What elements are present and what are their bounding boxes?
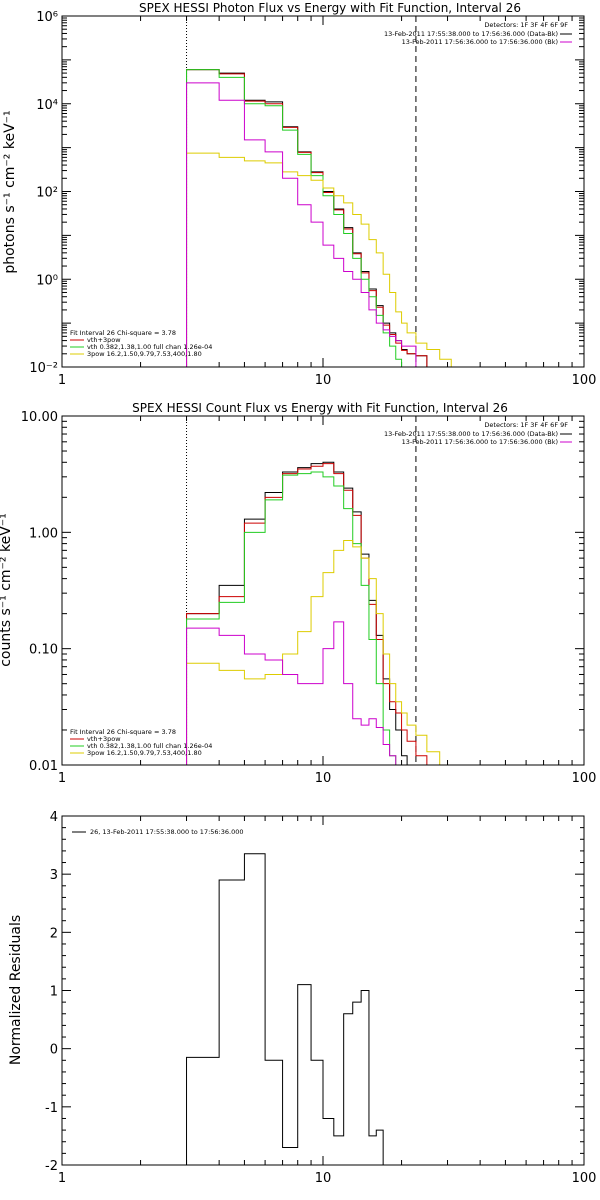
- count-flux-panel: SPEX HESSI Count Flux vs Energy with Fit…: [0, 401, 596, 786]
- photon-flux-panel: SPEX HESSI Photon Flux vs Energy with Fi…: [2, 1, 596, 388]
- legend: Fit Interval 26 Chi-square = 3.78 vth+3p…: [70, 728, 212, 757]
- plot-area: 1 10 100 0.01 0.10 1.00 10.00: [21, 410, 597, 786]
- series-data: [186, 461, 481, 765]
- legend-vth: vth 0.382,1.38,1.00 full chan 1.26e-04: [87, 343, 212, 351]
- header-interval-data: 13-Feb-2011 17:55:38.000 to 17:56:36.000…: [384, 430, 558, 438]
- y-tick-label: 1: [50, 985, 58, 1000]
- header-interval-data: 13-Feb-2011 17:55:38.000 to 17:56:36.000…: [384, 30, 558, 38]
- x-tick-label: 10: [315, 373, 332, 388]
- y-axis-label: photons s⁻¹ cm⁻² keV⁻¹: [2, 110, 18, 273]
- y-tick-label: 0.01: [29, 759, 58, 774]
- legend-vth3pow: vth+3pow: [87, 336, 121, 344]
- y-tick-label: 4: [50, 810, 58, 825]
- axis-frame: [61, 15, 585, 368]
- series-3pow: [186, 152, 481, 367]
- legend-interval: 26, 13-Feb-2011 17:55:38.000 to 17:56:36…: [90, 828, 243, 836]
- y-tick-label: 10⁴: [36, 98, 58, 113]
- x-tick-label: 1: [58, 373, 66, 388]
- legend-3pow: 3pow 16.2,1.50,9.79,7.53,400,1.80: [87, 749, 202, 757]
- legend-fit-info: Fit Interval 26 Chi-square = 3.78: [70, 329, 176, 337]
- header-block: Detectors: 1F 3F 4F 6F 9F 13-Feb-2011 17…: [384, 21, 572, 46]
- legend: 26, 13-Feb-2011 17:55:38.000 to 17:56:36…: [72, 828, 243, 836]
- y-tick-label: -2: [45, 1159, 58, 1174]
- series-vth: [186, 471, 481, 765]
- y-tick-label: 0.10: [29, 643, 58, 658]
- x-tick-label: 10: [315, 1171, 332, 1186]
- x-tick-label: 100: [572, 373, 597, 388]
- y-tick-label: 1.00: [29, 526, 58, 541]
- x-tick-label: 1: [58, 771, 66, 786]
- series-bk: [186, 82, 417, 367]
- x-tick-label: 100: [572, 1171, 597, 1186]
- axis-frame: [61, 815, 585, 1166]
- header-interval-bk: 13-Feb-2011 17:56:36.000 to 17:56:36.000…: [402, 38, 558, 46]
- y-tick-label: 10⁰: [36, 273, 58, 288]
- residuals-panel: Normalized Residuals 1 10 100 -2 -1 0 1 2 3 4 26,…: [8, 810, 596, 1186]
- chart-title: SPEX HESSI Count Flux vs Energy with Fit…: [132, 401, 508, 415]
- y-tick-label: 10⁶: [36, 10, 58, 25]
- x-tick-label: 1: [58, 1171, 66, 1186]
- axis-frame: [61, 415, 585, 766]
- y-axis-label: Normalized Residuals: [8, 915, 24, 1065]
- series-bk: [186, 621, 416, 765]
- y-tick-label: 3: [50, 868, 58, 883]
- x-tick-label: 100: [572, 771, 597, 786]
- legend-vth: vth 0.382,1.38,1.00 full chan 1.26e-04: [87, 742, 212, 750]
- legend: Fit Interval 26 Chi-square = 3.78 vth+3p…: [70, 329, 212, 358]
- y-tick-label: 10.00: [21, 410, 58, 425]
- header-interval-bk: 13-Feb-2011 17:56:36.000 to 17:56:36.000…: [402, 438, 558, 446]
- series-vth+3pow: [186, 463, 481, 765]
- y-axis-label: counts s⁻¹ cm⁻² keV⁻¹: [0, 513, 14, 667]
- plot-area: 1 10 100 10⁻² 10⁰ 10² 10⁴ 10⁶: [29, 10, 596, 388]
- series-vth: [186, 69, 481, 367]
- chart-title: SPEX HESSI Photon Flux vs Energy with Fi…: [139, 1, 521, 15]
- y-tick-label: 10²: [36, 186, 58, 201]
- legend-3pow: 3pow 16.2,1.50,9.79,7.53,400,1.80: [87, 350, 202, 358]
- y-tick-label: -1: [45, 1101, 58, 1116]
- y-tick-label: 2: [50, 926, 58, 941]
- series-vth+3pow: [186, 69, 481, 367]
- x-tick-label: 10: [315, 771, 332, 786]
- plot-area: 1 10 100 -2 -1 0 1 2 3 4: [45, 810, 596, 1186]
- legend-fit-info: Fit Interval 26 Chi-square = 3.78: [70, 728, 176, 736]
- header-detectors: Detectors: 1F 3F 4F 6F 9F: [484, 421, 568, 429]
- y-tick-label: 10⁻²: [29, 361, 58, 376]
- series-data: [186, 69, 481, 367]
- legend-vth3pow: vth+3pow: [87, 735, 121, 743]
- header-block: Detectors: 1F 3F 4F 6F 9F 13-Feb-2011 17…: [384, 421, 572, 446]
- series-resid: [186, 853, 416, 1165]
- y-tick-label: 0: [50, 1043, 58, 1058]
- header-detectors: Detectors: 1F 3F 4F 6F 9F: [484, 21, 568, 29]
- series-3pow: [186, 540, 481, 765]
